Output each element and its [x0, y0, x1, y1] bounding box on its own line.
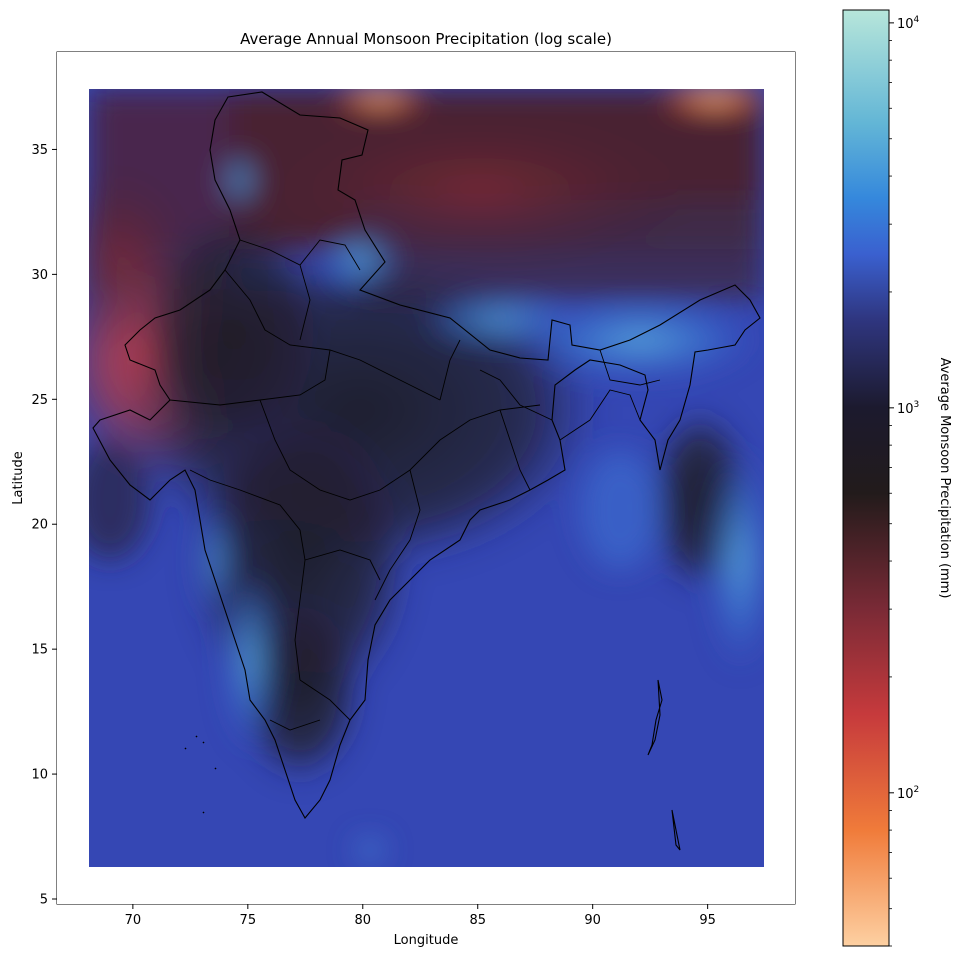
x-tick-label-85: 85: [469, 913, 486, 928]
y-tick-label-15: 15: [31, 643, 48, 658]
precipitation-field: [57, 52, 795, 904]
y-axis-label: Latitude: [11, 451, 26, 505]
lakshadweep-dots: [184, 735, 217, 814]
y-tick-label-20: 20: [31, 518, 48, 533]
y-axis: 5 10 15 20 25 30 35: [31, 143, 57, 908]
x-tick-label-90: 90: [584, 913, 601, 928]
x-tick-label-95: 95: [699, 913, 716, 928]
x-axis-label: Longitude: [394, 933, 459, 948]
chart-title: Average Annual Monsoon Precipitation (lo…: [240, 30, 612, 48]
y-tick-label-5: 5: [40, 893, 48, 908]
colorbar: [842, 9, 890, 947]
y-tick-label-30: 30: [31, 268, 48, 283]
x-tick-label-75: 75: [240, 913, 257, 928]
y-tick-label-10: 10: [31, 768, 48, 783]
field-shading: [57, 81, 775, 864]
x-tick-label-80: 80: [355, 913, 372, 928]
state-borders: [169, 239, 661, 731]
y-tick-label-35: 35: [31, 143, 48, 158]
india-outline: [92, 91, 761, 819]
colorbar-label: Average Monsoon Precipitation (mm): [937, 358, 952, 599]
colorbar-ticks: 102 103 104: [889, 15, 920, 947]
colorbar-tick-label-10000: 104: [897, 15, 920, 32]
colorbar-tick-label-100: 102: [897, 785, 919, 802]
x-tick-label-70: 70: [125, 913, 142, 928]
y-tick-label-25: 25: [31, 393, 48, 408]
coastline-outline: [92, 91, 761, 851]
colorbar-tick-label-1000: 103: [897, 400, 919, 417]
x-axis: 70 75 80 85 90 95: [125, 904, 716, 928]
andaman-islands: [647, 679, 681, 851]
